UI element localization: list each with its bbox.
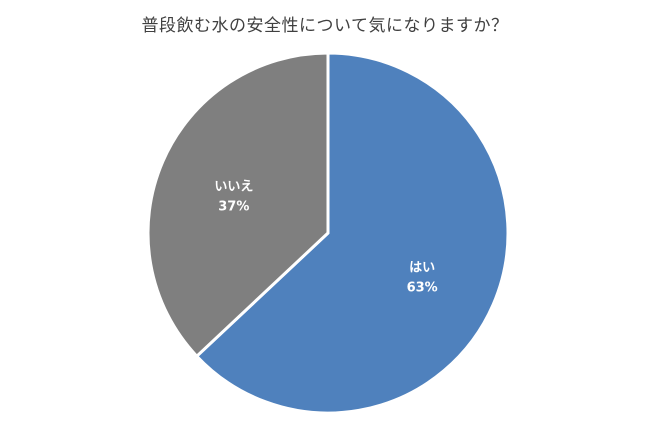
pie-slice-2: [146, 51, 330, 358]
pie-slice-value-1: 63%: [407, 281, 438, 296]
pie-slice-value-2: 37%: [218, 199, 249, 214]
pie-slice-label-2: いいえ: [214, 179, 253, 194]
chart-title: 普段飲む水の安全性について気になりますか？: [141, 16, 509, 36]
pie-slice-1: [195, 51, 510, 415]
pie-slice-label-1: はい: [409, 261, 435, 276]
pie-slices: [146, 51, 510, 415]
pie-labels: はい 63% いいえ 37%: [214, 179, 437, 295]
